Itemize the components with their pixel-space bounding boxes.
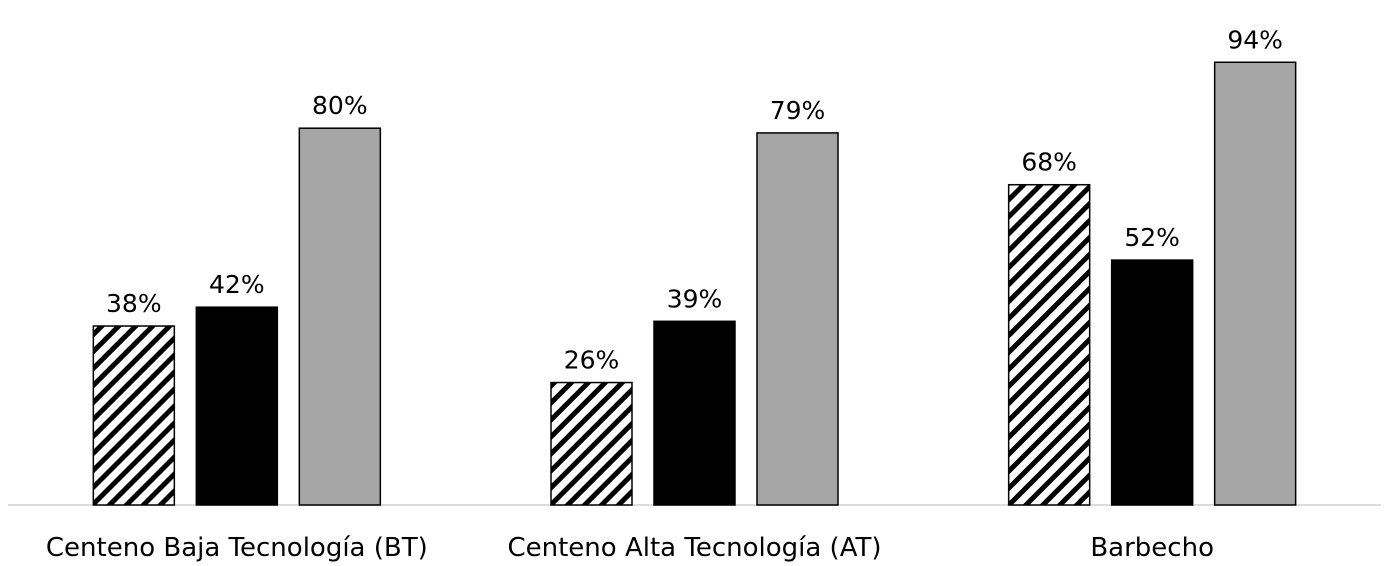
value-label: 26% bbox=[564, 346, 620, 375]
x-tick-label: Centeno Alta Tecnología (AT) bbox=[507, 533, 881, 563]
value-label: 79% bbox=[770, 96, 826, 125]
value-label: 42% bbox=[209, 270, 265, 299]
value-label: 52% bbox=[1124, 223, 1180, 252]
value-label: 94% bbox=[1227, 25, 1283, 54]
bar bbox=[1110, 259, 1194, 506]
x-tick-label: Barbecho bbox=[1090, 533, 1214, 563]
bar bbox=[756, 132, 839, 506]
bar bbox=[298, 127, 382, 506]
value-label: 39% bbox=[667, 284, 723, 313]
bar bbox=[92, 325, 176, 506]
value-label: 68% bbox=[1021, 148, 1077, 177]
bar bbox=[550, 381, 633, 506]
bar bbox=[1213, 61, 1297, 506]
x-tick-label: Centeno Baja Tecnología (BT) bbox=[46, 533, 428, 563]
bar bbox=[653, 320, 736, 506]
value-label: 38% bbox=[106, 289, 162, 318]
bar bbox=[1007, 183, 1091, 506]
bar bbox=[195, 306, 279, 506]
value-label: 80% bbox=[312, 91, 368, 120]
